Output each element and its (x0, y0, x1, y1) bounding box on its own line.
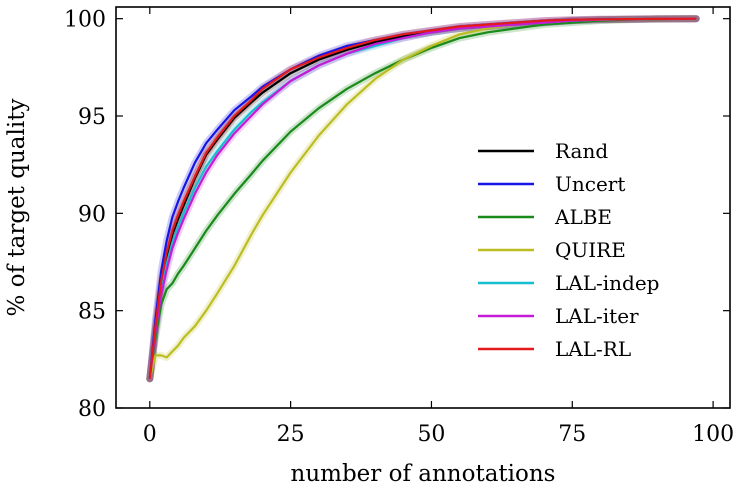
plot-frame (115, 6, 731, 409)
legend-label-uncert: Uncert (555, 172, 625, 196)
legend-label-lal-indep: LAL-indep (555, 271, 659, 295)
legend-label-quire: QUIRE (555, 238, 626, 262)
y-tick-label: 100 (64, 8, 106, 33)
x-tick-label: 0 (143, 422, 157, 447)
y-tick-label: 85 (78, 300, 106, 325)
x-axis-ticks: 0 25 50 75 100 (143, 7, 734, 447)
x-tick-label: 100 (692, 422, 734, 447)
legend-label-lal-iter: LAL-iter (555, 304, 639, 328)
x-axis-label: number of annotations (291, 461, 556, 487)
y-axis-ticks: 80 85 90 95 100 (64, 8, 730, 422)
y-tick-label: 90 (78, 202, 106, 227)
y-tick-label: 80 (78, 397, 106, 422)
x-tick-label: 75 (558, 422, 586, 447)
series-line-albe (148, 17, 697, 379)
legend-label-rand: Rand (555, 139, 608, 163)
y-axis-label: % of target quality (4, 99, 30, 317)
series-line-lal-iter (148, 17, 697, 379)
x-tick-label: 50 (417, 422, 445, 447)
x-tick-label: 25 (277, 422, 305, 447)
series-line-lal-rl (148, 17, 697, 379)
legend: Rand Uncert ALBE QUIRE LAL-indep LAL-iter LAL-… (478, 139, 659, 361)
y-tick-label: 95 (78, 105, 106, 130)
legend-label-lal-rl: LAL-RL (555, 337, 631, 361)
series-lines (148, 17, 697, 380)
legend-label-albe: ALBE (554, 205, 612, 229)
